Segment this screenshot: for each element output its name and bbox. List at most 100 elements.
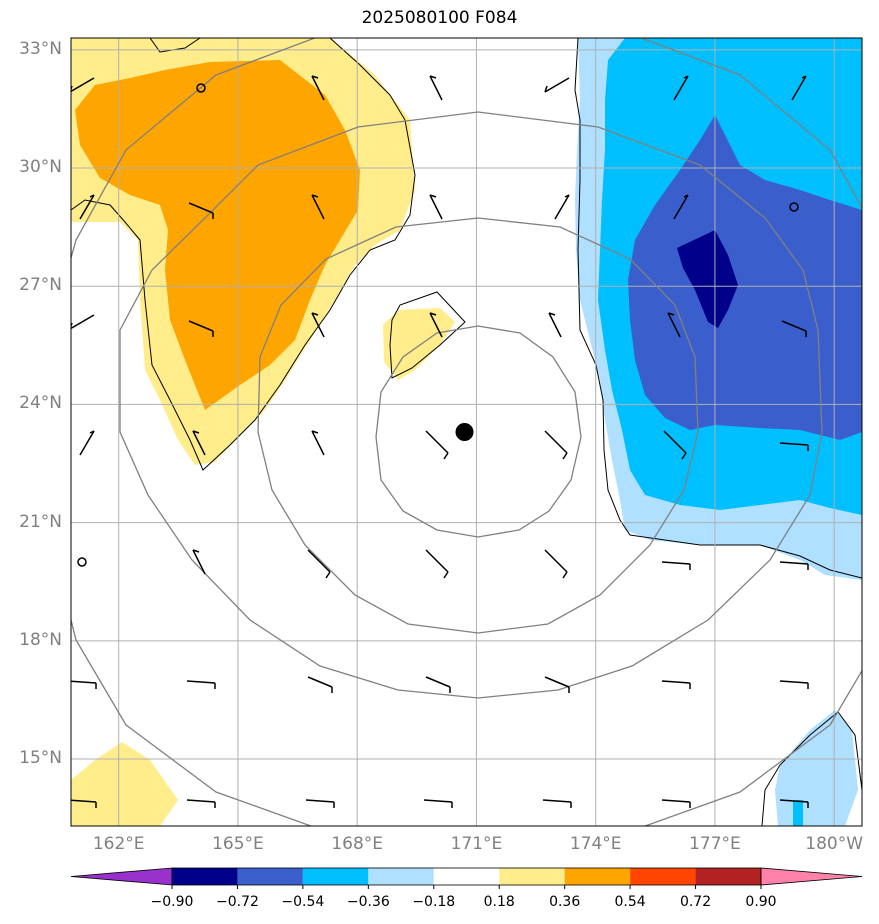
range-ring-2	[257, 217, 699, 634]
graticule	[71, 38, 862, 826]
latitude-label: 15°N	[19, 748, 62, 769]
wind-barb	[548, 312, 562, 338]
colorbar-tick-label: −0.90	[150, 894, 194, 910]
colorbar-extend-low	[70, 867, 173, 886]
range-ring-4	[71, 38, 862, 826]
wind-barb	[542, 799, 572, 808]
wind-barb-stroke	[311, 430, 319, 434]
colorbar-extend-high	[760, 867, 863, 886]
storm-center-marker	[455, 423, 474, 441]
wind-barb	[425, 676, 451, 693]
wind-barb	[673, 194, 689, 220]
wind-barb-stroke	[548, 312, 562, 338]
wind-barb-stroke	[542, 799, 572, 803]
wind-barb-stroke	[71, 322, 73, 329]
wind-barb-stroke	[661, 561, 691, 565]
calm-wind-marker	[789, 202, 799, 212]
colorbar-segment	[172, 868, 238, 885]
wind-barb-stroke	[562, 571, 568, 579]
wind-barb	[661, 561, 691, 570]
wind-barb-stroke	[186, 680, 216, 684]
positive-anomaly-strong-region	[75, 60, 360, 410]
longitude-label: 168°E	[331, 834, 384, 854]
wind-barb-stroke	[443, 571, 449, 579]
latitude-label: 18°N	[19, 629, 62, 650]
wind-barb	[425, 430, 449, 460]
wind-barb-stroke	[429, 75, 437, 79]
wind-barb-stroke	[311, 430, 325, 456]
wind-barb	[779, 680, 809, 689]
latitude-label: 33°N	[19, 38, 62, 59]
wind-barb	[188, 320, 214, 337]
colorbar-tick-label: 0.18	[483, 894, 515, 910]
colorbar-segment	[302, 868, 369, 885]
wind-barb	[305, 799, 335, 808]
wind-barb-stroke	[425, 676, 451, 688]
wind-barb	[779, 799, 809, 808]
negative-anomaly-extreme-region	[677, 230, 738, 328]
wind-barb	[779, 561, 809, 570]
wind-barb-stroke	[661, 799, 691, 803]
wind-barb-stroke	[429, 312, 443, 338]
wind-barb	[307, 676, 333, 693]
wind-barb-stroke	[71, 77, 95, 93]
wind-barb	[311, 312, 325, 338]
wind-barb-stroke	[311, 312, 325, 338]
wind-barb-stroke	[71, 85, 73, 92]
wind-barb-stroke	[311, 194, 325, 220]
wind-barb-stroke	[89, 430, 95, 434]
wind-barb	[311, 75, 325, 101]
wind-barb-stroke	[307, 676, 333, 688]
wind-barb	[188, 202, 214, 219]
wind-barb-stroke	[661, 680, 691, 684]
wind-barb	[554, 194, 570, 220]
wind-barb	[663, 430, 687, 460]
wind-barb-stroke	[673, 194, 689, 220]
latitude-label: 24°N	[19, 393, 62, 414]
longitude-label: 174°E	[569, 834, 622, 854]
colorbar-tick-label: 0.72	[679, 894, 712, 910]
wind-barb-stroke	[305, 799, 335, 803]
wind-barb	[661, 799, 691, 808]
wind-barb-stroke	[544, 77, 570, 93]
wind-barb	[423, 799, 453, 808]
wind-barb-stroke	[801, 75, 807, 79]
wind-barb-stroke	[311, 75, 319, 79]
wind-barb	[544, 676, 570, 693]
wind-barb	[71, 680, 97, 689]
wind-barb-stroke	[781, 320, 807, 332]
wind-barb-stroke	[311, 75, 325, 101]
wind-barb-stroke	[429, 194, 437, 198]
wind-barb-stroke	[791, 75, 807, 101]
wind-barb-stroke	[429, 312, 437, 316]
wind-barb	[429, 194, 443, 220]
wind-barb-stroke	[425, 430, 449, 454]
wind-barb	[544, 77, 570, 93]
wind-barb-stroke	[443, 452, 449, 460]
wind-barb	[71, 77, 95, 93]
wind-barb-stroke	[325, 571, 331, 579]
wind-barb-stroke	[544, 85, 548, 93]
colorbar-tick-label: 0.90	[745, 894, 777, 910]
map-plot-area	[71, 38, 862, 826]
colorbar-tick-label: −0.54	[281, 894, 325, 910]
wind-barb-stroke	[673, 75, 689, 101]
wind-barb	[667, 312, 681, 338]
colorbar-segment	[564, 868, 631, 885]
wind-barb-stroke	[71, 314, 95, 330]
wind-barb	[791, 75, 807, 101]
wind-barb	[779, 442, 809, 451]
wind-barb-stroke	[71, 799, 97, 803]
wind-barb	[311, 194, 325, 220]
map-frame	[70, 37, 863, 827]
wind-barb	[311, 430, 325, 456]
wind-barb	[71, 314, 95, 330]
wind-barb-stroke	[554, 194, 570, 220]
wind-barb-stroke	[186, 799, 216, 803]
wind-barb-stroke	[562, 452, 568, 460]
wind-barb-stroke	[311, 312, 319, 316]
wind-barb-stroke	[564, 194, 570, 198]
calm-wind-marker	[196, 83, 206, 93]
colorbar-tick-label: −0.18	[412, 894, 456, 910]
